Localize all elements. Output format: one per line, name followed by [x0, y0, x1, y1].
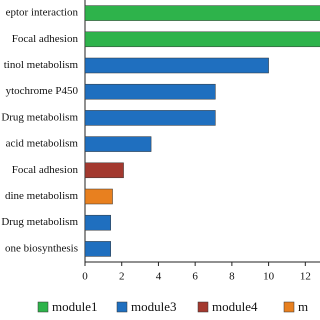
- bar: [84, 57, 269, 74]
- bar: [84, 162, 124, 179]
- x-tick-label: 8: [229, 271, 235, 283]
- bar: [84, 214, 111, 231]
- legend-label: module1: [52, 299, 98, 314]
- y-tick-label: acid metabolism: [6, 138, 79, 150]
- x-tick-label: 12: [300, 271, 311, 283]
- bar: [84, 188, 113, 205]
- x-tick-label: 10: [263, 271, 275, 283]
- legend-label: module3: [131, 299, 177, 314]
- legend-label: module4: [212, 299, 258, 314]
- legend-swatch: [283, 301, 295, 313]
- x-tick-label: 6: [192, 271, 198, 283]
- bar: [84, 241, 111, 257]
- x-tick-label: 4: [156, 271, 162, 283]
- x-tick-label: 2: [119, 271, 125, 283]
- y-tick-label: eptor interaction: [6, 7, 79, 19]
- bar: [84, 83, 216, 100]
- y-tick-label: dine metabolism: [5, 190, 78, 202]
- legend-swatch: [197, 301, 209, 313]
- y-tick-label: Drug metabolism: [1, 216, 78, 228]
- bar: [84, 136, 152, 152]
- y-tick-label: Focal adhesion: [12, 164, 79, 176]
- bar: [84, 5, 320, 21]
- y-tick-label: ytochrome P450: [6, 85, 79, 97]
- legend-swatch: [116, 301, 128, 313]
- y-tick-label: tinol metabolism: [4, 59, 79, 71]
- bar: [84, 110, 216, 126]
- y-tick-label: Focal adhesion: [12, 33, 79, 45]
- x-tick-label: 0: [82, 271, 88, 283]
- y-tick-label: one biosynthesis: [5, 242, 78, 254]
- legend-label: m: [298, 299, 308, 314]
- bar: [84, 31, 320, 48]
- y-tick-label: Drug metabolism: [1, 111, 78, 123]
- legend-swatch: [37, 301, 49, 313]
